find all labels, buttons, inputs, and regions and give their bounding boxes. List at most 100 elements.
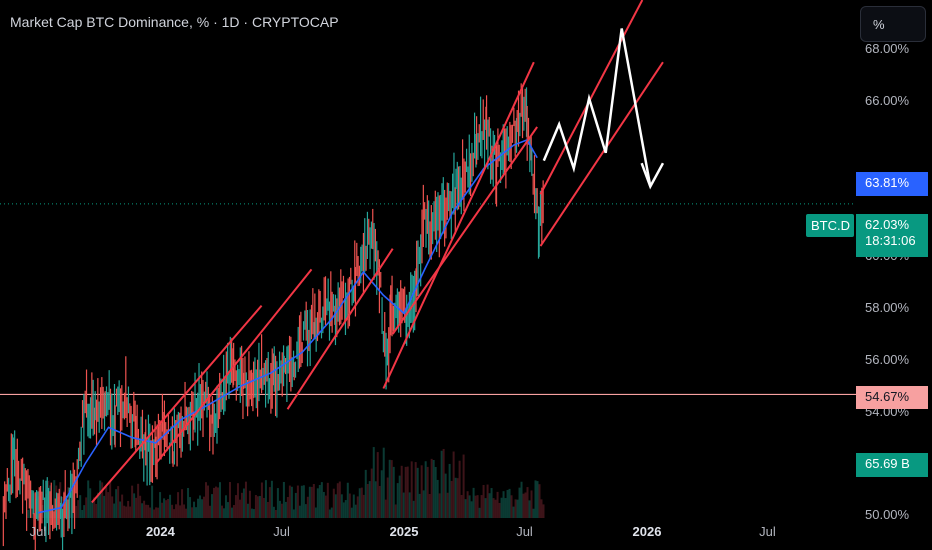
volume-bar <box>462 454 465 518</box>
volume-bar <box>390 460 393 518</box>
volume-bar <box>324 495 327 518</box>
volume-bar <box>540 499 543 518</box>
volume-bar <box>220 505 223 518</box>
volume-bar <box>410 461 413 518</box>
volume-bar <box>344 500 347 518</box>
volume-bar <box>524 492 527 518</box>
volume-bar <box>280 503 283 518</box>
volume-bar <box>141 503 144 518</box>
volume-bar <box>330 507 333 518</box>
trend-channel-line <box>286 248 394 410</box>
moving-average-line <box>37 138 538 514</box>
trend-channel-line <box>154 268 313 465</box>
volume-bar <box>438 493 441 518</box>
volume-bar <box>476 495 479 518</box>
volume-bar <box>422 490 425 518</box>
volume-bar <box>93 497 96 518</box>
volume-bar <box>165 500 168 518</box>
time-tick-label: Jul <box>759 524 776 539</box>
volume-bar <box>290 486 293 518</box>
volume-bar <box>294 492 297 518</box>
volume-bar <box>177 492 180 518</box>
volume-bar <box>336 483 339 518</box>
volume-bar <box>224 495 227 518</box>
volume-bar <box>502 491 505 518</box>
percent-scale-button[interactable]: % <box>860 6 926 42</box>
volume-bar <box>240 492 243 518</box>
volume-bar <box>328 509 331 518</box>
volume-bar <box>195 507 198 518</box>
volume-bar <box>236 483 239 518</box>
volume-bar <box>360 487 363 518</box>
price-tick-label: 68.00% <box>865 41 910 57</box>
volume-bar <box>322 491 325 518</box>
price-tick-label: 50.00% <box>865 507 910 523</box>
volume-bar <box>171 504 174 518</box>
volume-bar <box>404 466 407 518</box>
volume-bar <box>342 502 345 518</box>
volume-bar <box>262 497 265 518</box>
volume-bar <box>143 500 146 518</box>
volume-bar <box>340 494 343 518</box>
volume-bar <box>119 501 122 518</box>
volume-bar <box>127 500 130 518</box>
volume-bar <box>460 494 463 518</box>
volume-bar <box>530 490 533 518</box>
volume-bar <box>270 480 273 518</box>
volume-bar <box>364 469 367 518</box>
volume-bar <box>510 495 513 518</box>
volume-bar <box>222 508 225 518</box>
volume-bar <box>226 502 229 518</box>
volume-bar <box>384 499 387 518</box>
volume-bar <box>456 478 459 518</box>
volume-bar <box>123 505 126 518</box>
volume-bar <box>480 495 483 518</box>
volume-bar <box>167 498 170 518</box>
volume-bar <box>284 501 287 518</box>
volume-bar <box>288 485 291 518</box>
volume-bar <box>538 484 541 518</box>
volume-badge: 65.69 B <box>856 453 928 477</box>
volume-bar <box>87 480 90 518</box>
volume-bar <box>366 484 369 518</box>
volume-bar <box>159 492 162 518</box>
trend-channel-line <box>382 61 535 389</box>
volume-bar <box>406 466 409 518</box>
volume-bar <box>193 501 196 518</box>
volume-bar <box>85 497 88 518</box>
volume-bar <box>256 496 259 518</box>
volume-bar <box>312 484 315 518</box>
volume-bar <box>304 504 307 518</box>
volume-bar <box>326 482 329 518</box>
volume-bar <box>532 508 535 518</box>
volume-bar <box>197 498 200 518</box>
volume-bar <box>430 458 433 518</box>
volume-bar <box>332 488 335 518</box>
volume-bar <box>149 507 152 518</box>
volume-bar <box>216 487 219 518</box>
volume-bar <box>191 507 194 518</box>
volume-bar <box>352 494 355 518</box>
volume-bar <box>504 498 507 518</box>
volume-bar <box>488 493 491 518</box>
volume-bar <box>97 492 100 518</box>
volume-bar <box>382 447 385 518</box>
volume-bar <box>454 477 457 518</box>
chart-title: Market Cap BTC Dominance, % · 1D · CRYPT… <box>10 14 339 30</box>
volume-bar <box>153 509 156 518</box>
volume-bar <box>89 488 92 518</box>
volume-bar <box>376 452 379 518</box>
moving-average-badge: 63.81% <box>856 172 928 196</box>
volume-bar <box>302 485 305 518</box>
volume-bar <box>133 493 136 518</box>
volume-bar <box>416 467 419 518</box>
price-tick-label: 56.00% <box>865 352 910 367</box>
volume-bar <box>506 489 509 518</box>
volume-bar <box>205 482 208 518</box>
volume-bar <box>203 496 206 518</box>
volume-bar <box>318 484 321 518</box>
level-badge: 54.67% <box>856 386 928 409</box>
volume-bar <box>518 487 521 518</box>
time-tick-label: Jul <box>29 524 47 539</box>
